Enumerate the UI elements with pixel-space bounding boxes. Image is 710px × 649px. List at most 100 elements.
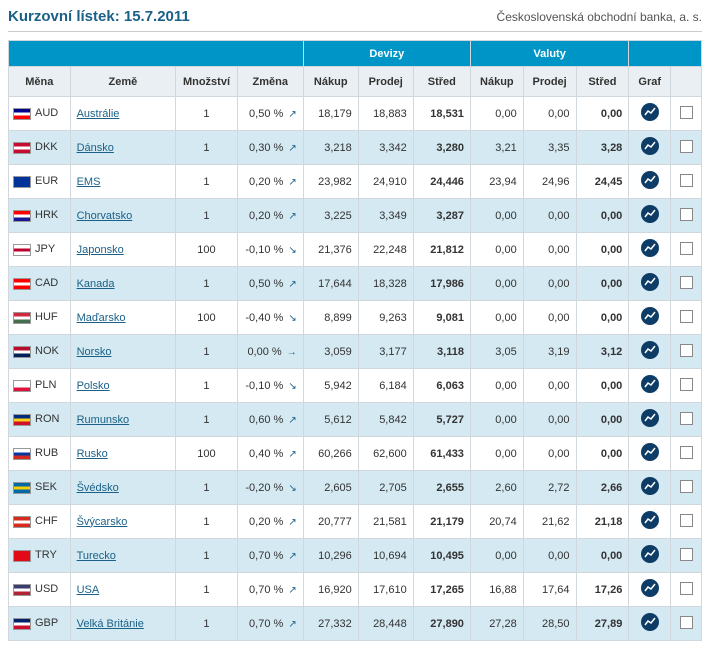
chart-button[interactable] (641, 341, 659, 359)
row-checkbox[interactable] (680, 174, 693, 187)
country-link[interactable]: EMS (77, 176, 101, 188)
cell-devizy-nakup: 8,899 (303, 301, 358, 335)
cell-change: 0,30 % ↗ (237, 131, 303, 165)
cell-valuty-prodej: 0,00 (523, 369, 576, 403)
currency-code: NOK (35, 345, 59, 357)
flag-icon (13, 618, 31, 630)
row-checkbox[interactable] (680, 344, 693, 357)
col-mena[interactable]: Měna (9, 67, 71, 97)
row-checkbox[interactable] (680, 310, 693, 323)
row-checkbox[interactable] (680, 582, 693, 595)
country-link[interactable]: Kanada (77, 278, 115, 290)
country-link[interactable]: Rusko (77, 448, 108, 460)
row-checkbox[interactable] (680, 208, 693, 221)
cell-currency: RON (9, 403, 71, 437)
country-link[interactable]: USA (77, 584, 100, 596)
currency-code: RUB (35, 447, 58, 459)
country-link[interactable]: Austrálie (77, 108, 120, 120)
currency-code: SEK (35, 481, 57, 493)
col-graf[interactable]: Graf (629, 67, 671, 97)
chart-button[interactable] (641, 137, 659, 155)
chart-button[interactable] (641, 443, 659, 461)
chart-button[interactable] (641, 307, 659, 325)
trend-up-icon: ↗ (288, 109, 296, 120)
country-link[interactable]: Chorvatsko (77, 210, 133, 222)
cell-currency: DKK (9, 131, 71, 165)
country-link[interactable]: Dánsko (77, 142, 114, 154)
cell-valuty-nakup: 0,00 (470, 437, 523, 471)
chart-button[interactable] (641, 579, 659, 597)
cell-change: -0,40 % ↘ (237, 301, 303, 335)
table-row: USDUSA10,70 % ↗16,92017,61017,26516,8817… (9, 573, 702, 607)
cell-country: Norsko (70, 335, 176, 369)
cell-qty: 1 (176, 539, 238, 573)
country-link[interactable]: Švýcarsko (77, 516, 128, 528)
row-checkbox[interactable] (680, 548, 693, 561)
country-link[interactable]: Turecko (77, 550, 116, 562)
country-link[interactable]: Japonsko (77, 244, 124, 256)
cell-valuty-nakup: 0,00 (470, 301, 523, 335)
cell-currency: SEK (9, 471, 71, 505)
cell-currency: HUF (9, 301, 71, 335)
chart-button[interactable] (641, 409, 659, 427)
col-d-prodej[interactable]: Prodej (358, 67, 413, 97)
row-checkbox[interactable] (680, 378, 693, 391)
row-checkbox[interactable] (680, 412, 693, 425)
chart-button[interactable] (641, 171, 659, 189)
chart-button[interactable] (641, 477, 659, 495)
row-checkbox[interactable] (680, 480, 693, 493)
trend-up-icon: ↗ (288, 279, 296, 290)
currency-code: HUF (35, 311, 58, 323)
trend-flat-icon: → (287, 347, 297, 358)
cell-currency: CHF (9, 505, 71, 539)
col-v-nakup[interactable]: Nákup (470, 67, 523, 97)
cell-devizy-prodej: 28,448 (358, 607, 413, 641)
row-checkbox[interactable] (680, 514, 693, 527)
country-link[interactable]: Švédsko (77, 482, 119, 494)
chart-button[interactable] (641, 613, 659, 631)
cell-devizy-stred: 2,655 (413, 471, 470, 505)
country-link[interactable]: Velká Británie (77, 618, 144, 630)
cell-valuty-nakup: 3,21 (470, 131, 523, 165)
country-link[interactable]: Maďarsko (77, 312, 126, 324)
row-checkbox[interactable] (680, 276, 693, 289)
row-checkbox[interactable] (680, 106, 693, 119)
col-v-prodej[interactable]: Prodej (523, 67, 576, 97)
cell-valuty-prodej: 21,62 (523, 505, 576, 539)
cell-valuty-nakup: 20,74 (470, 505, 523, 539)
col-d-nakup[interactable]: Nákup (303, 67, 358, 97)
flag-icon (13, 516, 31, 528)
cell-check (671, 573, 702, 607)
col-v-stred[interactable]: Střed (576, 67, 629, 97)
currency-code: AUD (35, 107, 58, 119)
chart-button[interactable] (641, 103, 659, 121)
chart-button[interactable] (641, 511, 659, 529)
cell-devizy-stred: 6,063 (413, 369, 470, 403)
chart-button[interactable] (641, 205, 659, 223)
chart-button[interactable] (641, 375, 659, 393)
cell-devizy-nakup: 16,920 (303, 573, 358, 607)
row-checkbox[interactable] (680, 446, 693, 459)
cell-devizy-prodej: 6,184 (358, 369, 413, 403)
col-d-stred[interactable]: Střed (413, 67, 470, 97)
col-mnozstvi[interactable]: Množství (176, 67, 238, 97)
rates-table: Devizy Valuty Měna Země Množství Změna N… (8, 40, 702, 641)
col-zeme[interactable]: Země (70, 67, 176, 97)
row-checkbox[interactable] (680, 140, 693, 153)
cell-devizy-prodej: 3,177 (358, 335, 413, 369)
col-zmena[interactable]: Změna (237, 67, 303, 97)
chart-button[interactable] (641, 545, 659, 563)
cell-devizy-nakup: 3,225 (303, 199, 358, 233)
country-link[interactable]: Norsko (77, 346, 112, 358)
cell-devizy-nakup: 18,179 (303, 97, 358, 131)
row-checkbox[interactable] (680, 242, 693, 255)
cell-change: 0,00 % → (237, 335, 303, 369)
row-checkbox[interactable] (680, 616, 693, 629)
table-group-header: Devizy Valuty (9, 41, 702, 67)
chart-button[interactable] (641, 239, 659, 257)
country-link[interactable]: Polsko (77, 380, 110, 392)
country-link[interactable]: Rumunsko (77, 414, 130, 426)
cell-devizy-prodej: 22,248 (358, 233, 413, 267)
chart-button[interactable] (641, 273, 659, 291)
flag-icon (13, 108, 31, 120)
